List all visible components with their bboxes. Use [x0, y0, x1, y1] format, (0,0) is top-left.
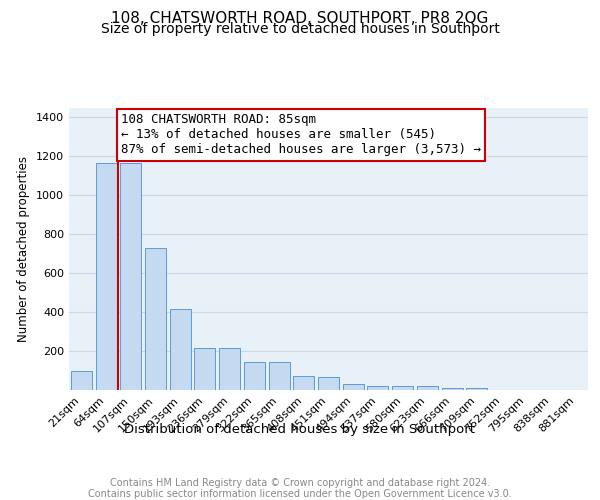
Bar	[293, 376, 314, 390]
Bar	[367, 386, 388, 390]
Bar	[269, 362, 290, 390]
Text: Size of property relative to detached houses in Southport: Size of property relative to detached ho…	[101, 22, 499, 36]
Bar	[417, 386, 438, 390]
Bar	[244, 362, 265, 390]
Text: Contains HM Land Registry data © Crown copyright and database right 2024.
Contai: Contains HM Land Registry data © Crown c…	[88, 478, 512, 499]
Bar	[71, 370, 92, 390]
Text: Distribution of detached houses by size in Southport: Distribution of detached houses by size …	[125, 422, 476, 436]
Bar	[120, 163, 141, 390]
Y-axis label: Number of detached properties: Number of detached properties	[17, 156, 31, 342]
Bar	[466, 388, 487, 390]
Bar	[442, 388, 463, 390]
Text: 108, CHATSWORTH ROAD, SOUTHPORT, PR8 2QG: 108, CHATSWORTH ROAD, SOUTHPORT, PR8 2QG	[112, 11, 488, 26]
Bar	[170, 309, 191, 390]
Bar	[343, 384, 364, 390]
Bar	[219, 348, 240, 390]
Bar	[392, 386, 413, 390]
Bar	[318, 378, 339, 390]
Bar	[194, 348, 215, 390]
Bar	[95, 163, 116, 390]
Bar	[145, 248, 166, 390]
Text: 108 CHATSWORTH ROAD: 85sqm
← 13% of detached houses are smaller (545)
87% of sem: 108 CHATSWORTH ROAD: 85sqm ← 13% of deta…	[121, 114, 481, 156]
